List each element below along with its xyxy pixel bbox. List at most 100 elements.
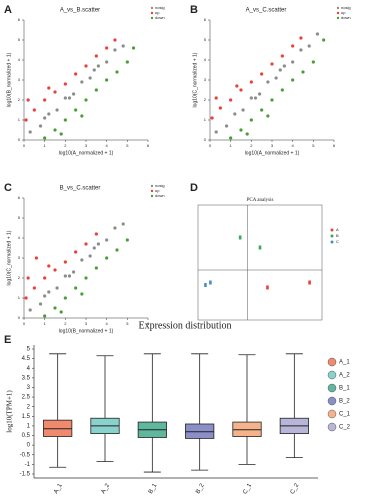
point [315, 32, 320, 36]
x-tick-label: 2 [250, 143, 253, 148]
legend-label: up [155, 10, 160, 15]
legend-swatch [150, 6, 154, 10]
plot-frame [197, 204, 323, 321]
x-tick-label: 3 [271, 143, 274, 148]
point [115, 248, 119, 252]
point [32, 108, 36, 112]
point [55, 108, 59, 112]
y-tick-label: 5 [18, 215, 21, 220]
x-tick-label: 2 [64, 321, 67, 326]
point [47, 264, 51, 268]
legend-label: down [341, 15, 351, 20]
point [113, 38, 117, 42]
y-tick-label: 3 [204, 77, 207, 82]
point [24, 296, 28, 300]
point [28, 130, 32, 134]
chart-title: Expression distribution [138, 320, 231, 331]
y-tick-label: 4 [18, 57, 21, 62]
point [53, 306, 57, 310]
y-tick-label: 1 [27, 424, 31, 430]
point [125, 60, 129, 64]
point [59, 310, 63, 314]
point [121, 44, 125, 48]
point [53, 90, 57, 94]
point [233, 112, 237, 116]
x-tick-label: 2 [64, 143, 67, 148]
x-tick-label: C_2 [290, 482, 301, 495]
y-tick-label: 6 [18, 195, 21, 200]
point [96, 242, 100, 246]
x-tick-label: 4 [106, 143, 109, 148]
point [74, 72, 78, 76]
point [43, 116, 47, 120]
point [249, 96, 253, 100]
point [47, 290, 51, 294]
x-tick-label: 3 [85, 143, 88, 148]
y-tick-label: 1 [18, 295, 21, 300]
point [266, 285, 269, 290]
x-tick-label: 4 [106, 321, 109, 326]
y-tick-label: -0.5 [20, 452, 31, 458]
point [249, 80, 253, 84]
y-tick-label: 3 [27, 385, 31, 391]
x-tick-label: 1 [230, 143, 233, 148]
legend-label: C [336, 239, 339, 244]
point [92, 246, 96, 250]
point [291, 44, 295, 48]
point [38, 124, 43, 128]
y-tick-label: 4 [18, 235, 21, 240]
legend-label: nosig [155, 5, 165, 10]
x-tick-label: B_2 [195, 482, 206, 495]
panel-title: PCA analysis [247, 198, 274, 203]
x-tick-label: 6 [147, 321, 150, 326]
panel-label: E [4, 334, 11, 346]
x-tick-label: A_1 [53, 482, 64, 495]
y-tick-label: 6 [204, 17, 207, 22]
x-tick-label: 5 [126, 143, 129, 148]
y-axis-label: log10(C_normalized + 1) [6, 230, 12, 285]
y-tick-label: 2 [18, 97, 21, 102]
y-tick-label: 3.5 [22, 375, 31, 381]
legend-swatch [327, 370, 337, 380]
point [88, 254, 92, 258]
x-tick-label: 4 [292, 143, 295, 148]
point [278, 68, 282, 72]
point [270, 62, 274, 66]
point [105, 46, 109, 50]
legend-swatch [330, 240, 334, 244]
point [239, 128, 243, 132]
x-tick-label: 0 [209, 143, 212, 148]
point [74, 286, 78, 290]
point [94, 88, 98, 92]
point [63, 260, 67, 264]
point [105, 60, 109, 64]
point [63, 82, 67, 86]
legend-label: nosig [155, 183, 165, 188]
legend-swatch [150, 189, 154, 193]
point [253, 96, 258, 100]
point [63, 296, 67, 300]
legend-swatch [336, 6, 340, 10]
point [47, 112, 51, 116]
point [74, 250, 78, 254]
legend-swatch [336, 11, 340, 15]
point [53, 128, 57, 132]
point [28, 308, 32, 312]
point [266, 80, 270, 84]
point [94, 232, 98, 236]
point [260, 108, 264, 112]
legend-label: down [155, 193, 165, 198]
point [218, 106, 222, 110]
y-axis-label: log10(C_normalized + 1) [192, 52, 198, 107]
point [224, 124, 229, 128]
panel-label: B [190, 4, 198, 16]
point [59, 132, 63, 136]
panel-title: A_vs_C.scatter [246, 8, 287, 14]
point [229, 136, 233, 140]
point [43, 294, 47, 298]
point [241, 108, 245, 112]
point [311, 60, 315, 64]
x-axis-label: log10(A_normalized + 1) [59, 150, 114, 156]
point [88, 76, 92, 80]
